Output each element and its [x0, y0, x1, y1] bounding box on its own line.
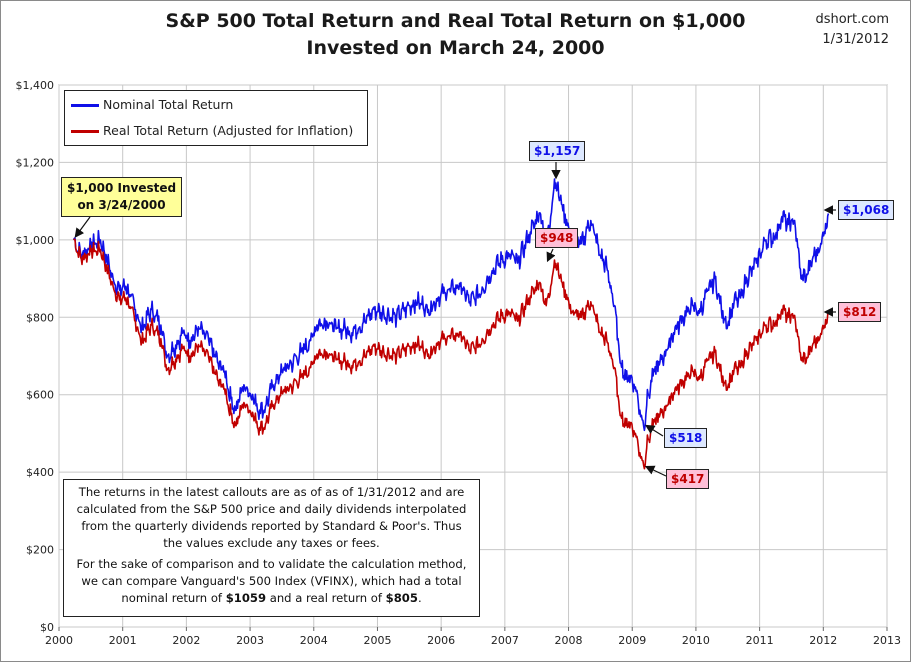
source-block: dshort.com 1/31/2012	[815, 10, 889, 50]
x-tick-label: 2009	[618, 634, 646, 647]
x-tick-label: 2008	[555, 634, 583, 647]
start-callout-line-2: on 3/24/2000	[77, 198, 166, 212]
nominal-trough-arrow	[644, 424, 664, 437]
real-series-line	[73, 238, 830, 470]
nominal-series-line	[72, 178, 830, 432]
real-trough-arrow	[644, 465, 667, 477]
x-tick-label: 2003	[236, 634, 264, 647]
x-tick-label: 2004	[300, 634, 328, 647]
nominal-peak-callout: $1,157	[529, 141, 586, 161]
y-tick-label: $1,400	[16, 79, 55, 92]
y-tick-labels: $0 $200 $400 $600 $800 $1,000 $1,200 $1,400	[16, 79, 55, 634]
y-tick-label: $0	[40, 621, 54, 634]
note-p2-text-c: and a real return of	[266, 591, 386, 605]
real-peak-arrow	[546, 248, 556, 263]
legend-swatch-nominal	[71, 104, 99, 107]
source-date: 1/31/2012	[822, 32, 889, 47]
real-trough-callout: $417	[666, 469, 710, 489]
note-paragraph-2: For the sake of comparison and to valida…	[72, 556, 471, 607]
x-tick-label: 2011	[746, 634, 774, 647]
y-tick-label: $1,200	[16, 156, 55, 169]
x-tick-label: 2005	[363, 634, 391, 647]
chart-title: S&P 500 Total Return and Real Total Retu…	[0, 8, 911, 62]
series-lines	[72, 178, 830, 470]
callout-arrows	[74, 162, 836, 477]
y-tick-label: $400	[26, 466, 54, 479]
note-paragraph-1: The returns in the latest callouts are a…	[76, 485, 467, 550]
nominal-latest-callout: $1,068	[838, 200, 895, 220]
x-tick-label: 2006	[427, 634, 455, 647]
x-tick-label: 2012	[809, 634, 837, 647]
title-line-2: Invested on March 24, 2000	[306, 37, 605, 59]
start-arrow	[74, 216, 91, 238]
y-tick-label: $600	[26, 389, 54, 402]
x-tick-label: 2010	[682, 634, 710, 647]
x-tick-label: 2013	[873, 634, 901, 647]
note-p2-text-e: .	[417, 591, 422, 605]
legend-label-real: Real Total Return (Adjusted for Inflatio…	[103, 123, 354, 138]
note-p2-text-a: For the sake of comparison and to valida…	[76, 557, 467, 605]
start-callout: $1,000 Invested on 3/24/2000	[61, 177, 183, 217]
x-tick-label: 2000	[45, 634, 73, 647]
legend-item-real: Real Total Return (Adjusted for Inflatio…	[71, 121, 353, 141]
y-tick-label: $800	[26, 311, 54, 324]
real-peak-callout: $948	[535, 228, 579, 248]
nominal-trough-callout: $518	[664, 428, 708, 448]
methodology-note: The returns in the latest callouts are a…	[63, 479, 480, 617]
x-tick-label: 2001	[109, 634, 137, 647]
start-callout-line-1: $1,000 Invested	[67, 181, 177, 195]
x-tick-label: 2002	[172, 634, 200, 647]
note-p2-nominal-value: $1059	[225, 591, 267, 605]
legend-label-nominal: Nominal Total Return	[103, 97, 234, 112]
x-tick-labels: 2000 2001 2002 2003 2004 2005 2006 2007 2008 2009…	[45, 634, 901, 647]
x-tick-label: 2007	[491, 634, 519, 647]
note-p2-real-value: $805	[385, 591, 418, 605]
legend-swatch-real	[71, 130, 99, 133]
y-tick-label: $1,000	[16, 234, 55, 247]
real-latest-callout: $812	[838, 302, 882, 322]
source-label: dshort.com	[815, 12, 889, 27]
y-tick-label: $200	[26, 544, 54, 557]
legend-item-nominal: Nominal Total Return	[71, 95, 233, 115]
legend: Nominal Total Return Real Total Return (…	[64, 90, 368, 146]
title-line-1: S&P 500 Total Return and Real Total Retu…	[165, 10, 746, 32]
